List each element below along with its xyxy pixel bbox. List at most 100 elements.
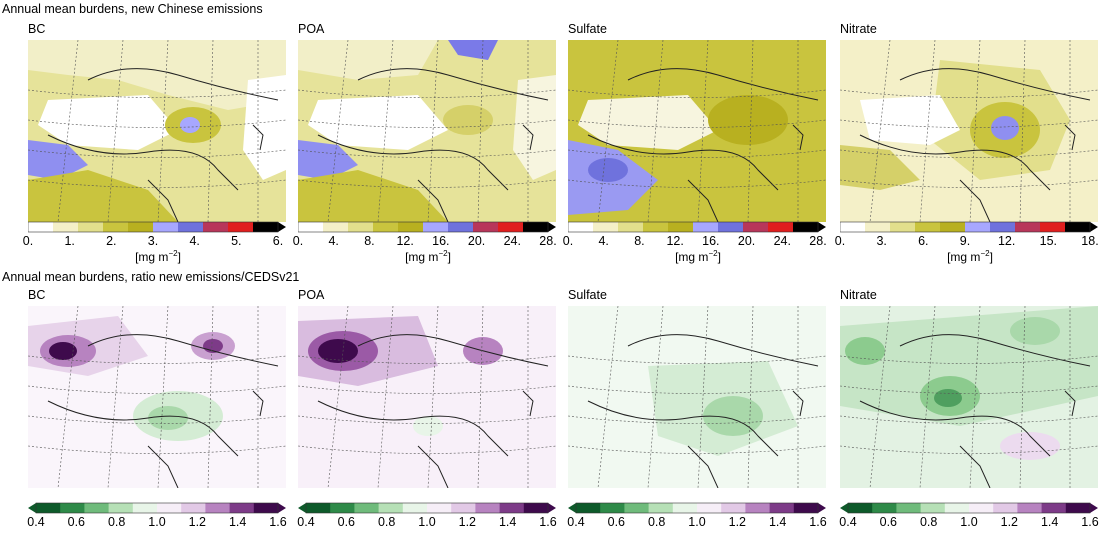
colorbar-tick-label: 3. <box>876 234 887 248</box>
colorbar-segment <box>427 503 452 513</box>
colorbar-segment <box>1040 222 1066 232</box>
colorbar-segment <box>993 503 1018 513</box>
colorbar-segment <box>848 503 873 513</box>
nitrate-ratio-map <box>840 306 1098 488</box>
colorbar-segment <box>648 503 674 513</box>
panel-title: Nitrate <box>840 22 877 36</box>
panel-title: POA <box>298 22 325 36</box>
colorbar-segment <box>205 503 231 513</box>
colorbar-tick-label: 1.0 <box>418 515 436 529</box>
colorbar-ticks: 0. 4. 8. 12. 16. 20. 24. 28. <box>563 234 838 248</box>
colorbar-segment <box>78 222 104 232</box>
colorbar-unit: [mg m−2] <box>135 249 181 264</box>
bc-burden-map <box>28 40 286 222</box>
colorbar-tick-label: 28. <box>809 234 827 248</box>
colorbar-frame <box>298 221 549 233</box>
colorbar-tick-label: 1.2 <box>728 515 747 529</box>
colorbar-segment <box>523 503 549 513</box>
colorbar-tick-label: 1.2 <box>1000 515 1019 529</box>
colorbar-tick-label: 4. <box>328 234 339 248</box>
colorbar-segment <box>402 503 428 513</box>
colorbar-tick-label: 0. <box>292 234 304 248</box>
colorbar-ticks: 0. 4. 8. 12. 16. 20. 24. 28. <box>293 234 568 248</box>
colorbar-ticks: 0.4 0.6 0.8 1.0 1.2 1.4 1.6 <box>839 515 1110 529</box>
colorbar-segment <box>378 503 404 513</box>
colorbar-segment <box>373 222 399 232</box>
colorbar-segment <box>330 503 355 513</box>
colorbar-segment <box>618 222 644 232</box>
colorbar-segment <box>103 222 129 232</box>
panel-title: Nitrate <box>840 288 877 302</box>
colorbar <box>28 502 286 514</box>
colorbar-arrow-right <box>548 222 556 232</box>
colorbar-tick-label: 1.4 <box>1040 515 1059 529</box>
colorbar-tick-label: 20. <box>737 234 756 248</box>
colorbar-arrow-left <box>28 503 36 513</box>
colorbar-segment <box>1041 503 1067 513</box>
colorbar-unit: [mg m−2] <box>405 249 451 264</box>
colorbar-tick-label: 3. <box>147 234 159 248</box>
colorbar-tick-label: 1.4 <box>768 515 787 529</box>
row2-title: Annual mean burdens, ratio new emissions… <box>2 270 300 284</box>
colorbar-tick-label: 0.8 <box>919 515 938 529</box>
colorbar-segment <box>865 222 891 232</box>
colorbar-tick-label: 0. <box>22 234 34 248</box>
colorbar-tick-label: 1.0 <box>688 515 706 529</box>
colorbar-segment <box>499 503 525 513</box>
colorbar-segment <box>228 222 254 232</box>
colorbar-tick-label: 12. <box>997 234 1016 248</box>
colorbar-segment <box>745 503 771 513</box>
colorbar-segment <box>451 503 476 513</box>
colorbar-tick-label: 0.4 <box>27 515 45 529</box>
panel-title: BC <box>28 22 46 36</box>
colorbar-frame <box>35 502 279 514</box>
colorbar-tick-label: 12. <box>396 234 414 248</box>
colorbar-segment <box>600 503 625 513</box>
colorbar-segment <box>721 503 746 513</box>
colorbar-segment <box>1065 503 1091 513</box>
colorbar-segment <box>157 503 182 513</box>
colorbar-frame <box>847 502 1091 514</box>
colorbar-arrow-right <box>1090 503 1098 513</box>
colorbar-tick-label: 1.2 <box>188 515 207 529</box>
colorbar-tick-label: 6. <box>272 234 284 248</box>
colorbar-segment <box>793 503 819 513</box>
sulfate-ratio-map <box>568 306 826 488</box>
colorbar-tick-label: 0.4 <box>567 515 585 529</box>
colorbar-frame <box>840 221 1091 233</box>
colorbar-segment <box>576 503 601 513</box>
colorbar-tick-label: 0.8 <box>647 515 666 529</box>
colorbar-segment <box>423 222 449 232</box>
colorbar-segment <box>53 222 79 232</box>
poa-burden-map <box>298 40 556 222</box>
colorbar-tick-label: 16. <box>432 234 450 248</box>
colorbar-segment <box>448 222 474 232</box>
colorbar-segment <box>593 222 619 232</box>
colorbar-segment <box>1015 222 1041 232</box>
colorbar-tick-label: 5. <box>231 234 242 248</box>
colorbar-tick-label: 15. <box>1039 234 1058 248</box>
colorbar-segment <box>523 222 549 232</box>
colorbar-frame <box>575 502 819 514</box>
colorbar-segment <box>672 503 698 513</box>
colorbar-segment <box>253 503 279 513</box>
colorbar <box>568 502 826 514</box>
colorbar <box>568 221 826 233</box>
colorbar-segment <box>872 503 897 513</box>
colorbar-segment <box>668 222 694 232</box>
colorbar-segment <box>944 503 970 513</box>
colorbar-segment <box>1017 503 1043 513</box>
colorbar <box>298 221 556 233</box>
colorbar-segment <box>203 222 229 232</box>
colorbar-tick-label: 1. <box>64 234 75 248</box>
colorbar-ticks: 0. 1. 2. 3. 4. 5. 6. <box>23 234 298 248</box>
colorbar-segment <box>568 222 594 232</box>
colorbar-ticks: 0. 3. 6. 9. 12. 15. 18. <box>835 234 1110 248</box>
colorbar-tick-label: 0.8 <box>377 515 396 529</box>
bc-ratio-map <box>28 306 286 488</box>
colorbar-segment <box>768 222 794 232</box>
colorbar-tick-label: 20. <box>467 234 486 248</box>
colorbar-tick-label: 4. <box>598 234 609 248</box>
colorbar-tick-label: 16. <box>702 234 720 248</box>
colorbar-tick-label: 0.6 <box>607 515 626 529</box>
